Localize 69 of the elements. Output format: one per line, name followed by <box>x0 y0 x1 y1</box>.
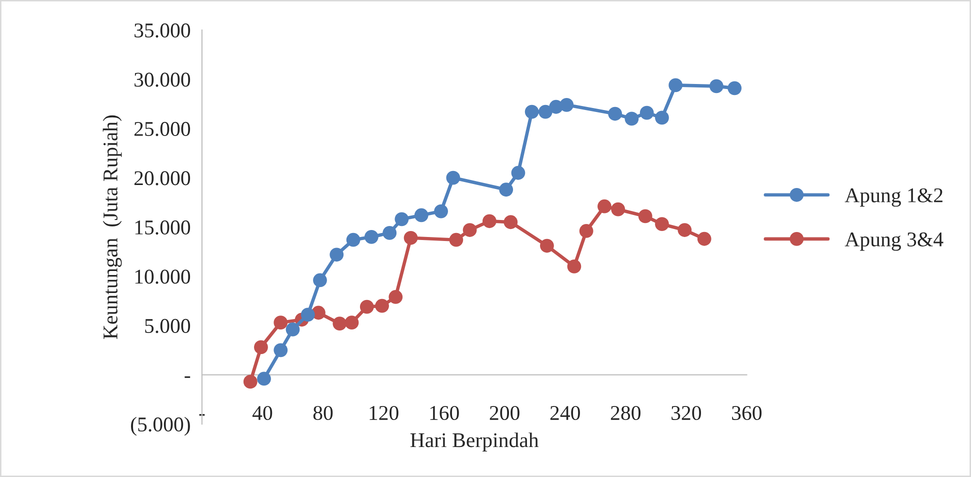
x-tick-label: 120 <box>370 406 398 420</box>
point <box>560 98 574 112</box>
point <box>360 300 374 314</box>
point <box>364 230 378 244</box>
y-tick-label: 35.000 <box>134 23 190 38</box>
point <box>257 372 271 386</box>
x-axis-title: Hari Berpindah <box>410 432 539 452</box>
x-tick-label: 40 <box>252 406 272 420</box>
point <box>540 238 554 253</box>
point <box>313 273 327 288</box>
x-tick-label: 160 <box>430 406 459 420</box>
legend-label: Apung 3&4 <box>844 232 944 251</box>
point <box>624 112 639 126</box>
point <box>286 322 300 336</box>
y-tick-label: 15.000 <box>135 220 190 235</box>
point <box>668 78 683 92</box>
point <box>344 316 359 330</box>
point <box>462 223 477 237</box>
point <box>611 202 626 216</box>
point <box>243 374 258 389</box>
y-tick-label: 10.000 <box>135 270 190 284</box>
point <box>608 106 622 121</box>
x-tick-label: 200 <box>490 406 520 420</box>
point <box>274 316 288 330</box>
y-tick-label: 30.000 <box>134 72 190 87</box>
point <box>709 79 724 94</box>
point <box>638 209 652 224</box>
point <box>655 217 669 232</box>
point <box>567 260 582 274</box>
point <box>414 208 428 222</box>
point <box>482 214 496 228</box>
x-tick-label: 80 <box>313 406 333 420</box>
point <box>332 316 347 331</box>
point <box>394 212 409 226</box>
point <box>640 106 654 120</box>
point <box>404 230 418 245</box>
y-axis-title: Keuntungan (Juta Rupiah) <box>102 115 122 339</box>
point <box>388 290 403 304</box>
point <box>274 343 288 358</box>
y-tick-label: - <box>184 376 190 378</box>
point <box>346 232 360 247</box>
point <box>446 170 460 185</box>
point <box>538 104 552 119</box>
y-tick-label: 5.000 <box>145 318 190 334</box>
point <box>330 248 344 262</box>
legend-label: Apung 1&2 <box>844 188 942 207</box>
x-tick-label: 360 <box>732 406 762 420</box>
y-tick-label: (5.000) <box>131 416 190 436</box>
point <box>697 232 712 246</box>
point <box>300 308 315 322</box>
point <box>504 215 518 230</box>
point <box>678 223 692 237</box>
point <box>375 298 389 313</box>
point <box>728 81 742 96</box>
point <box>598 199 612 214</box>
point <box>499 182 514 197</box>
point <box>382 226 397 240</box>
point <box>254 340 268 354</box>
point <box>524 104 539 119</box>
point <box>434 204 448 218</box>
x-tick-label: 320 <box>672 406 702 420</box>
point <box>655 110 669 125</box>
x-tick-label: 280 <box>610 406 640 420</box>
y-tick-label: 20.000 <box>134 171 190 186</box>
point <box>579 224 594 238</box>
y-tick-label: 25.000 <box>134 122 190 136</box>
x-tick-label: 240 <box>550 406 580 420</box>
point <box>449 232 464 247</box>
point <box>511 166 526 180</box>
